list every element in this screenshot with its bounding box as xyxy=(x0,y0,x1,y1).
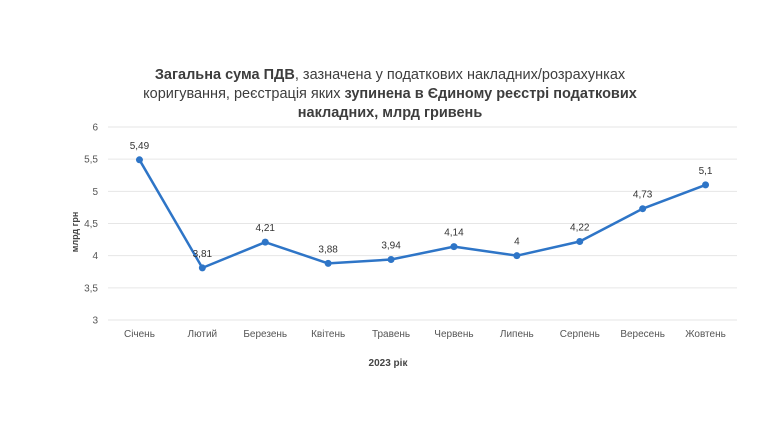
title-part-1: Загальна сума ПДВ xyxy=(154,67,295,83)
x-tick-label: Червень xyxy=(434,329,473,340)
data-label: 4 xyxy=(514,237,520,248)
data-point xyxy=(702,181,710,189)
x-tick-label: Лютий xyxy=(188,329,218,340)
series-line xyxy=(138,159,706,270)
data-point xyxy=(198,264,206,272)
data-label: 4,21 xyxy=(256,223,276,234)
data-label: 4,14 xyxy=(444,228,464,239)
data-label: 4,22 xyxy=(570,223,590,234)
data-point xyxy=(639,205,647,213)
data-point xyxy=(387,256,395,264)
data-label: 4,73 xyxy=(633,190,653,201)
x-tick-label: Січень xyxy=(124,329,155,340)
data-point xyxy=(324,259,332,267)
data-point xyxy=(450,243,458,251)
data-label: 5,1 xyxy=(699,166,713,177)
chart-title: Загальна сума ПДВ, зазначена у податкови… xyxy=(110,66,670,123)
data-point xyxy=(135,156,143,164)
data-label: 3,81 xyxy=(193,249,213,260)
x-tick-label: Квітень xyxy=(311,329,345,340)
data-point xyxy=(576,238,584,246)
x-tick-label: Серпень xyxy=(560,329,600,340)
data-label: 5,49 xyxy=(130,141,150,152)
y-tick-label: 6 xyxy=(92,123,98,134)
y-tick-label: 4,5 xyxy=(84,219,98,230)
x-tick-label: Липень xyxy=(500,329,534,340)
y-tick-label: 5 xyxy=(92,187,98,198)
x-tick-label: Березень xyxy=(243,329,287,340)
x-tick-label: Травень xyxy=(372,329,410,340)
data-label: 3,88 xyxy=(318,244,338,255)
x-tick-label: Вересень xyxy=(620,329,665,340)
y-tick-label: 3 xyxy=(92,316,98,327)
title-part-3: зупинена в Єдиному реєстрі податкових на… xyxy=(297,86,637,121)
y-axis-title: млрд грн xyxy=(70,212,80,253)
y-tick-label: 5,5 xyxy=(84,155,98,166)
y-tick-label: 3,5 xyxy=(84,283,98,294)
x-axis-title: 2023 рік xyxy=(369,358,409,369)
data-point xyxy=(261,238,269,246)
data-label: 3,94 xyxy=(381,241,401,252)
title-part-2: , зазначена у податкових накладних/розра… xyxy=(143,67,626,102)
data-point xyxy=(513,252,521,260)
x-tick-label: Жовтень xyxy=(685,329,726,340)
y-tick-label: 4 xyxy=(92,251,98,262)
